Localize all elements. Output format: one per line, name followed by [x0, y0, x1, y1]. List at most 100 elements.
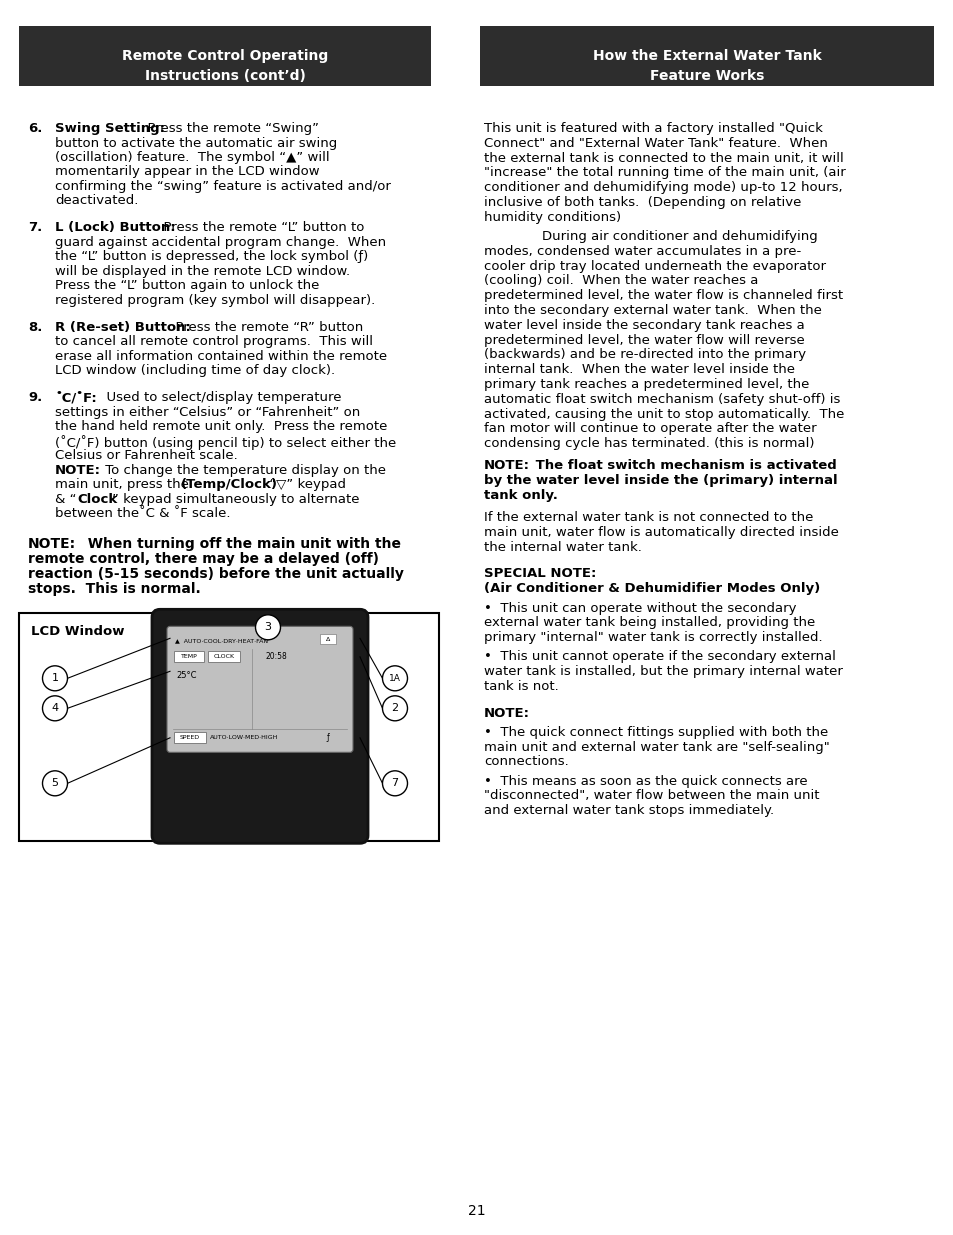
Text: “▽” keypad: “▽” keypad: [265, 478, 346, 492]
Text: main unit, water flow is automatically directed inside: main unit, water flow is automatically d…: [483, 526, 838, 538]
Text: LCD Window: LCD Window: [30, 625, 125, 638]
Text: When turning off the main unit with the: When turning off the main unit with the: [78, 537, 400, 551]
Text: Clock: Clock: [77, 493, 117, 505]
Circle shape: [382, 695, 407, 721]
Text: into the secondary external water tank.  When the: into the secondary external water tank. …: [483, 304, 821, 317]
Text: 25°C: 25°C: [175, 672, 196, 680]
Text: and external water tank stops immediately.: and external water tank stops immediatel…: [483, 804, 773, 818]
Text: NOTE:: NOTE:: [28, 537, 76, 551]
Text: by the water level inside the (primary) internal: by the water level inside the (primary) …: [483, 474, 837, 488]
Text: automatic float switch mechanism (safety shut-off) is: automatic float switch mechanism (safety…: [483, 393, 840, 406]
Text: reaction (5-15 seconds) before the unit actually: reaction (5-15 seconds) before the unit …: [28, 567, 403, 582]
Text: •  This means as soon as the quick connects are: • This means as soon as the quick connec…: [483, 774, 807, 788]
Text: NOTE:: NOTE:: [483, 459, 530, 473]
Text: 1A: 1A: [389, 674, 400, 683]
Text: 7.: 7.: [28, 221, 42, 235]
Text: NOTE:: NOTE:: [483, 706, 530, 720]
Text: •  This unit can operate without the secondary: • This unit can operate without the seco…: [483, 601, 796, 615]
Text: How the External Water Tank: How the External Water Tank: [592, 49, 821, 63]
Text: main unit and external water tank are "self-sealing": main unit and external water tank are "s…: [483, 741, 829, 753]
Text: tank only.: tank only.: [483, 489, 558, 503]
Text: Feature Works: Feature Works: [649, 69, 763, 83]
Text: the external tank is connected to the main unit, it will: the external tank is connected to the ma…: [483, 152, 842, 164]
Text: predetermined level, the water flow is channeled first: predetermined level, the water flow is c…: [483, 289, 842, 303]
Text: Connect" and "External Water Tank" feature.  When: Connect" and "External Water Tank" featu…: [483, 137, 827, 149]
Text: Celsius or Fahrenheit scale.: Celsius or Fahrenheit scale.: [55, 450, 237, 462]
Text: NOTE:: NOTE:: [55, 463, 101, 477]
Text: 8.: 8.: [28, 321, 42, 333]
Text: primary tank reaches a predetermined level, the: primary tank reaches a predetermined lev…: [483, 378, 808, 391]
Text: deactivated.: deactivated.: [55, 194, 138, 207]
Text: If the external water tank is not connected to the: If the external water tank is not connec…: [483, 511, 813, 524]
Text: Used to select/display temperature: Used to select/display temperature: [98, 391, 341, 404]
FancyBboxPatch shape: [152, 609, 368, 844]
Text: ” keypad simultaneously to alternate: ” keypad simultaneously to alternate: [112, 493, 359, 505]
Text: water level inside the secondary tank reaches a: water level inside the secondary tank re…: [483, 319, 804, 332]
Text: (oscillation) feature.  The symbol “▲” will: (oscillation) feature. The symbol “▲” wi…: [55, 151, 330, 164]
Text: fan motor will continue to operate after the water: fan motor will continue to operate after…: [483, 422, 816, 436]
Text: the hand held remote unit only.  Press the remote: the hand held remote unit only. Press th…: [55, 420, 387, 433]
Bar: [319, 635, 335, 645]
Text: erase all information contained within the remote: erase all information contained within t…: [55, 350, 387, 363]
Text: connections.: connections.: [483, 756, 568, 768]
Text: activated, causing the unit to stop automatically.  The: activated, causing the unit to stop auto…: [483, 408, 843, 421]
Text: Instructions (cont’d): Instructions (cont’d): [145, 69, 305, 83]
Text: will be displayed in the remote LCD window.: will be displayed in the remote LCD wind…: [55, 264, 350, 278]
Text: Press the remote “Swing”: Press the remote “Swing”: [139, 122, 318, 135]
Circle shape: [43, 771, 68, 795]
Text: humidity conditions): humidity conditions): [483, 211, 620, 224]
Text: (cooling) coil.  When the water reaches a: (cooling) coil. When the water reaches a: [483, 274, 758, 288]
FancyBboxPatch shape: [479, 26, 933, 86]
Text: Swing Setting:: Swing Setting:: [55, 122, 165, 135]
Text: R (Re-set) Button:: R (Re-set) Button:: [55, 321, 191, 333]
Bar: [208, 651, 240, 662]
Text: ▲  AUTO·COOL·DRY·HEAT·FAN: ▲ AUTO·COOL·DRY·HEAT·FAN: [174, 638, 268, 643]
Text: This unit is featured with a factory installed "Quick: This unit is featured with a factory ins…: [483, 122, 822, 135]
Text: 2: 2: [391, 703, 398, 714]
Text: settings in either “Celsius” or “Fahrenheit” on: settings in either “Celsius” or “Fahrenh…: [55, 405, 360, 419]
FancyBboxPatch shape: [19, 614, 438, 841]
Text: During air conditioner and dehumidifying: During air conditioner and dehumidifying: [541, 230, 817, 243]
Text: Δ: Δ: [326, 637, 330, 642]
Text: 5: 5: [51, 778, 58, 788]
Text: main unit, press the: main unit, press the: [55, 478, 193, 492]
Text: water tank is installed, but the primary internal water: water tank is installed, but the primary…: [483, 666, 842, 678]
Text: CLOCK: CLOCK: [213, 655, 234, 659]
Text: cooler drip tray located underneath the evaporator: cooler drip tray located underneath the …: [483, 259, 825, 273]
Text: TEMP: TEMP: [180, 655, 197, 659]
Text: predetermined level, the water flow will reverse: predetermined level, the water flow will…: [483, 333, 804, 347]
Text: 3: 3: [264, 622, 272, 632]
Text: (backwards) and be re-directed into the primary: (backwards) and be re-directed into the …: [483, 348, 805, 362]
Text: 20:58: 20:58: [265, 652, 287, 661]
Circle shape: [255, 615, 280, 640]
Text: •  This unit cannot operate if the secondary external: • This unit cannot operate if the second…: [483, 651, 835, 663]
Text: 9.: 9.: [28, 391, 42, 404]
Text: To change the temperature display on the: To change the temperature display on the: [101, 463, 386, 477]
Text: "disconnected", water flow between the main unit: "disconnected", water flow between the m…: [483, 789, 819, 803]
Text: tank is not.: tank is not.: [483, 680, 558, 693]
Text: external water tank being installed, providing the: external water tank being installed, pro…: [483, 616, 815, 630]
Text: (˚C/˚F) button (using pencil tip) to select either the: (˚C/˚F) button (using pencil tip) to sel…: [55, 435, 395, 450]
Text: ˚C/˚F:: ˚C/˚F:: [55, 391, 96, 404]
Text: SPECIAL NOTE:: SPECIAL NOTE:: [483, 567, 596, 580]
Text: "increase" the total running time of the main unit, (air: "increase" the total running time of the…: [483, 167, 845, 179]
Text: Remote Control Operating: Remote Control Operating: [122, 49, 328, 63]
Text: (Temp/Clock): (Temp/Clock): [181, 478, 277, 492]
Text: primary "internal" water tank is correctly installed.: primary "internal" water tank is correct…: [483, 631, 821, 645]
Circle shape: [382, 771, 407, 795]
Circle shape: [382, 666, 407, 690]
Text: momentarily appear in the LCD window: momentarily appear in the LCD window: [55, 165, 319, 179]
Circle shape: [43, 666, 68, 690]
Circle shape: [43, 695, 68, 721]
Text: The float switch mechanism is activated: The float switch mechanism is activated: [531, 459, 836, 473]
Text: inclusive of both tanks.  (Depending on relative: inclusive of both tanks. (Depending on r…: [483, 196, 801, 209]
Text: stops.  This is normal.: stops. This is normal.: [28, 583, 200, 597]
Text: 21: 21: [468, 1204, 485, 1218]
Text: guard against accidental program change.  When: guard against accidental program change.…: [55, 236, 386, 248]
Text: LCD window (including time of day clock).: LCD window (including time of day clock)…: [55, 364, 335, 377]
Text: between the˚C & ˚F scale.: between the˚C & ˚F scale.: [55, 508, 231, 520]
Text: SPEED: SPEED: [180, 735, 200, 740]
Text: 7: 7: [391, 778, 398, 788]
Text: (Air Conditioner & Dehumidifier Modes Only): (Air Conditioner & Dehumidifier Modes On…: [483, 582, 820, 595]
Text: remote control, there may be a delayed (off): remote control, there may be a delayed (…: [28, 552, 378, 566]
